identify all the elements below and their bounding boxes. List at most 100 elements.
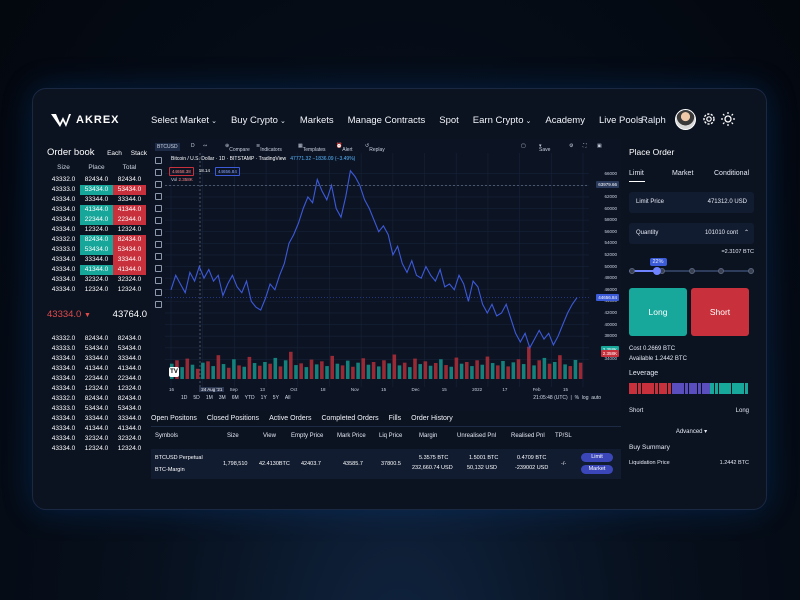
tab-conditional[interactable]: Conditional <box>714 170 750 177</box>
order-book-row[interactable]: 43334.0 41344.0 41344.0 <box>47 424 147 434</box>
leverage-segment[interactable] <box>706 383 710 394</box>
tab-closed-positions[interactable]: Closed Positions <box>206 415 260 422</box>
nav-item-buy-crypto[interactable]: Buy Crypto ⌄ <box>230 115 286 126</box>
fullscreen-icon[interactable]: ⛶ <box>583 143 587 149</box>
tab-completed-orders[interactable]: Completed Orders <box>321 415 379 422</box>
slider-step[interactable] <box>718 268 725 274</box>
order-book-row[interactable]: 43334.0 22344.0 22344.0 <box>47 374 147 384</box>
leverage-segment[interactable] <box>658 383 663 394</box>
order-book-row[interactable]: 43334.0 41344.0 41344.0 <box>47 205 147 215</box>
leverage-segment[interactable] <box>688 383 693 394</box>
order-book-row[interactable]: 43334.0 33344.0 33344.0 <box>47 195 147 205</box>
leverage-segment[interactable] <box>641 383 646 394</box>
leverage-segment[interactable] <box>740 383 745 394</box>
nav-item-select-market[interactable]: Select Market ⌄ <box>151 115 217 126</box>
settings-icon[interactable]: ⚙ <box>569 143 574 149</box>
order-book-row[interactable]: 43334.0 12324.0 12324.0 <box>47 444 147 454</box>
layout-icon[interactable]: ▢ <box>521 143 526 149</box>
long-button[interactable]: Long <box>629 288 687 336</box>
limit-price-field[interactable]: Limit Price 471312.0 USD <box>629 192 754 213</box>
leverage-bar[interactable] <box>629 383 749 394</box>
leverage-segment[interactable] <box>637 383 642 394</box>
slider-step[interactable] <box>629 268 635 274</box>
quantity-field[interactable]: Quantity 101010 cont ⌃ <box>629 223 754 244</box>
tab-fills[interactable]: Fills <box>388 415 402 422</box>
order-book-stack-toggle[interactable]: Stack <box>130 150 147 157</box>
order-book-row[interactable]: 43333.0 53434.0 53434.0 <box>47 344 147 354</box>
candle-type-icon[interactable]: ∾ <box>203 143 208 149</box>
leverage-segment[interactable] <box>654 383 659 394</box>
short-button[interactable]: Short <box>691 288 749 336</box>
tab-market[interactable]: Market <box>672 170 694 177</box>
leverage-segment[interactable] <box>697 383 702 394</box>
nav-item-earn-crypto[interactable]: Earn Crypto ⌄ <box>472 115 532 126</box>
order-book-row[interactable]: 43334.0 41344.0 41344.0 <box>47 364 147 374</box>
tab-limit[interactable]: Limit <box>629 170 644 177</box>
order-book-row[interactable]: 43333.0 53434.0 53434.0 <box>47 404 147 414</box>
order-book-row[interactable]: 43334.0 32324.0 32324.0 <box>47 275 147 285</box>
measure-tool-icon[interactable] <box>154 241 162 248</box>
range-5y[interactable]: 5Y <box>272 395 279 401</box>
nav-item-live-pools[interactable]: Live Pools <box>598 115 643 126</box>
templates-button[interactable]: ▦ Templates <box>298 143 326 153</box>
tpsl-value[interactable]: -/- <box>561 461 567 467</box>
range-3m[interactable]: 3M <box>218 395 226 401</box>
order-book-row[interactable]: 43334.0 32324.0 32324.0 <box>47 434 147 444</box>
auto-scale-toggle[interactable]: auto <box>591 395 601 401</box>
order-book-row[interactable]: 43334.0 22344.0 22344.0 <box>47 215 147 225</box>
brush-tool-icon[interactable] <box>154 193 162 200</box>
leverage-segment[interactable] <box>744 383 749 394</box>
leverage-segment[interactable] <box>710 383 715 394</box>
leverage-segment[interactable] <box>731 383 736 394</box>
sell-badge[interactable]: 44658.38 <box>169 167 194 176</box>
magnet-tool-icon[interactable] <box>154 265 162 272</box>
compare-button[interactable]: ⊕ Compare <box>225 143 250 153</box>
order-book-row[interactable]: 43333.0 53434.0 53434.0 <box>47 185 147 195</box>
slider-step[interactable] <box>688 268 695 274</box>
leverage-segment[interactable] <box>633 383 638 394</box>
replay-button[interactable]: ↺ Replay <box>365 143 385 153</box>
camera-icon[interactable]: ▣ <box>597 143 602 149</box>
leverage-segment[interactable] <box>629 383 633 394</box>
user-name[interactable]: Ralph <box>641 115 666 126</box>
indicators-button[interactable]: ≋ Indicators <box>256 143 282 153</box>
leverage-segment[interactable] <box>727 383 732 394</box>
chevron-up-icon[interactable]: ⌃ <box>743 230 749 236</box>
market-close-button[interactable]: Market <box>581 465 613 474</box>
lock-tool-icon[interactable] <box>154 277 162 284</box>
slider-step[interactable] <box>748 268 754 274</box>
interval-selector[interactable]: D <box>191 143 195 149</box>
leverage-segment[interactable] <box>701 383 706 394</box>
leverage-segment[interactable] <box>736 383 740 394</box>
symbol-selector[interactable]: BTCUSD <box>155 143 180 151</box>
pattern-tool-icon[interactable] <box>154 217 162 224</box>
order-book-row[interactable]: 43332.0 82434.0 82434.0 <box>47 175 147 185</box>
order-book-row[interactable]: 43334.0 12324.0 12324.0 <box>47 225 147 235</box>
percent-scale-toggle[interactable]: % <box>574 395 580 401</box>
alert-button[interactable]: ⏰ Alert <box>336 143 353 153</box>
leverage-segment[interactable] <box>667 383 672 394</box>
gear-icon[interactable] <box>701 111 717 127</box>
order-book-row[interactable]: 43334.0 33344.0 33344.0 <box>47 414 147 424</box>
order-book-row[interactable]: 43332.0 82434.0 82434.0 <box>47 235 147 245</box>
order-book-row[interactable]: 43332.0 82434.0 82434.0 <box>47 394 147 404</box>
tab-order-history[interactable]: Order History <box>411 415 453 422</box>
tab-open-positons[interactable]: Open Positons <box>151 415 197 422</box>
trend-line-tool-icon[interactable] <box>154 169 162 176</box>
advanced-toggle[interactable]: Advanced ▾ <box>675 429 708 435</box>
save-button[interactable]: Save ▾ <box>539 143 551 153</box>
range-all[interactable]: All <box>284 395 291 401</box>
nav-item-markets[interactable]: Markets <box>299 115 334 126</box>
buy-badge[interactable]: 44656.84 <box>215 167 240 176</box>
range-ytd[interactable]: YTD <box>244 395 255 401</box>
range-1m[interactable]: 1M <box>205 395 213 401</box>
order-book-row[interactable]: 43333.0 53434.0 53434.0 <box>47 245 147 255</box>
sun-icon[interactable] <box>720 111 736 127</box>
range-6m[interactable]: 6M <box>231 395 239 401</box>
order-book-row[interactable]: 43334.0 33344.0 33344.0 <box>47 354 147 364</box>
order-book-row[interactable]: 43334.0 12324.0 12324.0 <box>47 384 147 394</box>
log-scale-toggle[interactable]: log <box>581 395 589 401</box>
range-1d[interactable]: 1D <box>181 395 188 401</box>
leverage-segment[interactable] <box>671 383 676 394</box>
trash-tool-icon[interactable] <box>154 301 162 308</box>
